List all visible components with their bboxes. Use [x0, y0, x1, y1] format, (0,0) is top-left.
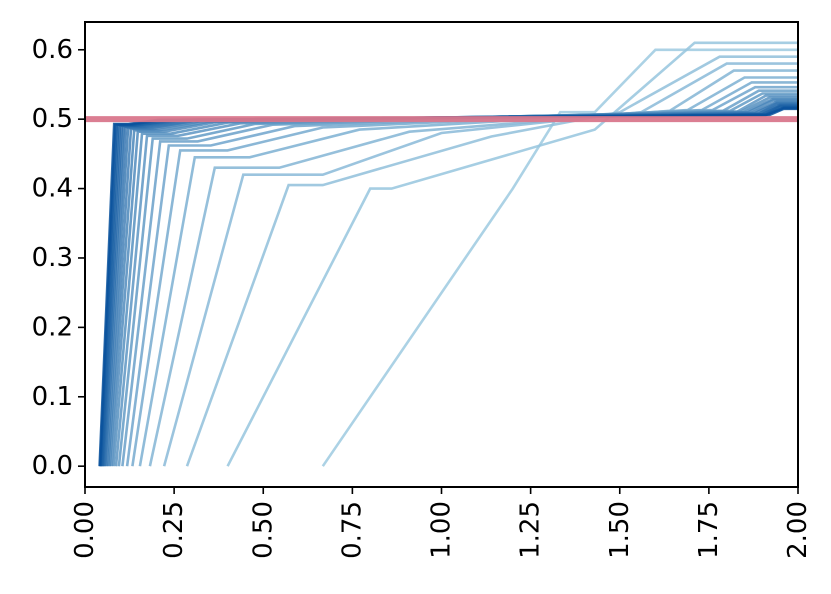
x-axis: 0.00 0.25 0.50 0.75 1.00 1.25 1.50 1.75 2.00: [70, 487, 813, 559]
series-line-2: [226, 41, 798, 467]
x-tick-label: 0.50: [248, 501, 278, 559]
series-line-23: [99, 106, 798, 467]
y-tick-label: 0.1: [32, 382, 73, 412]
y-tick-label: 0.5: [32, 104, 73, 134]
y-tick-label: 0.0: [32, 451, 73, 481]
series-line-12: [112, 96, 798, 467]
x-tick-label: 2.00: [783, 501, 813, 559]
series-line-6: [138, 76, 798, 467]
series-line-8: [125, 85, 798, 467]
x-tick-label: 0.25: [159, 501, 189, 559]
series-line-7: [131, 81, 798, 467]
x-tick-label: 1.00: [427, 501, 457, 559]
series-layer: [98, 41, 798, 467]
x-tick-label: 0.00: [70, 501, 100, 559]
series-line-3: [185, 55, 798, 467]
y-tick-label: 0.6: [32, 35, 73, 65]
x-tick-label: 1.50: [605, 501, 635, 559]
series-line-24: [98, 107, 798, 467]
y-tick-label: 0.4: [32, 174, 73, 204]
x-tick-label: 1.25: [516, 501, 546, 559]
plot-frame: [84, 21, 799, 488]
series-line-1: [321, 48, 798, 467]
series-line-5: [148, 69, 798, 467]
y-tick-label: 0.2: [32, 312, 73, 342]
y-tick-label: 0.3: [32, 243, 73, 273]
series-line-4: [162, 62, 798, 467]
series-line-18: [103, 103, 798, 467]
x-tick-label: 0.75: [337, 501, 367, 559]
series-line-9: [121, 89, 798, 467]
y-axis: 0.0 0.1 0.2 0.3 0.4 0.5 0.6: [32, 35, 85, 481]
x-tick-label: 1.75: [694, 501, 724, 559]
